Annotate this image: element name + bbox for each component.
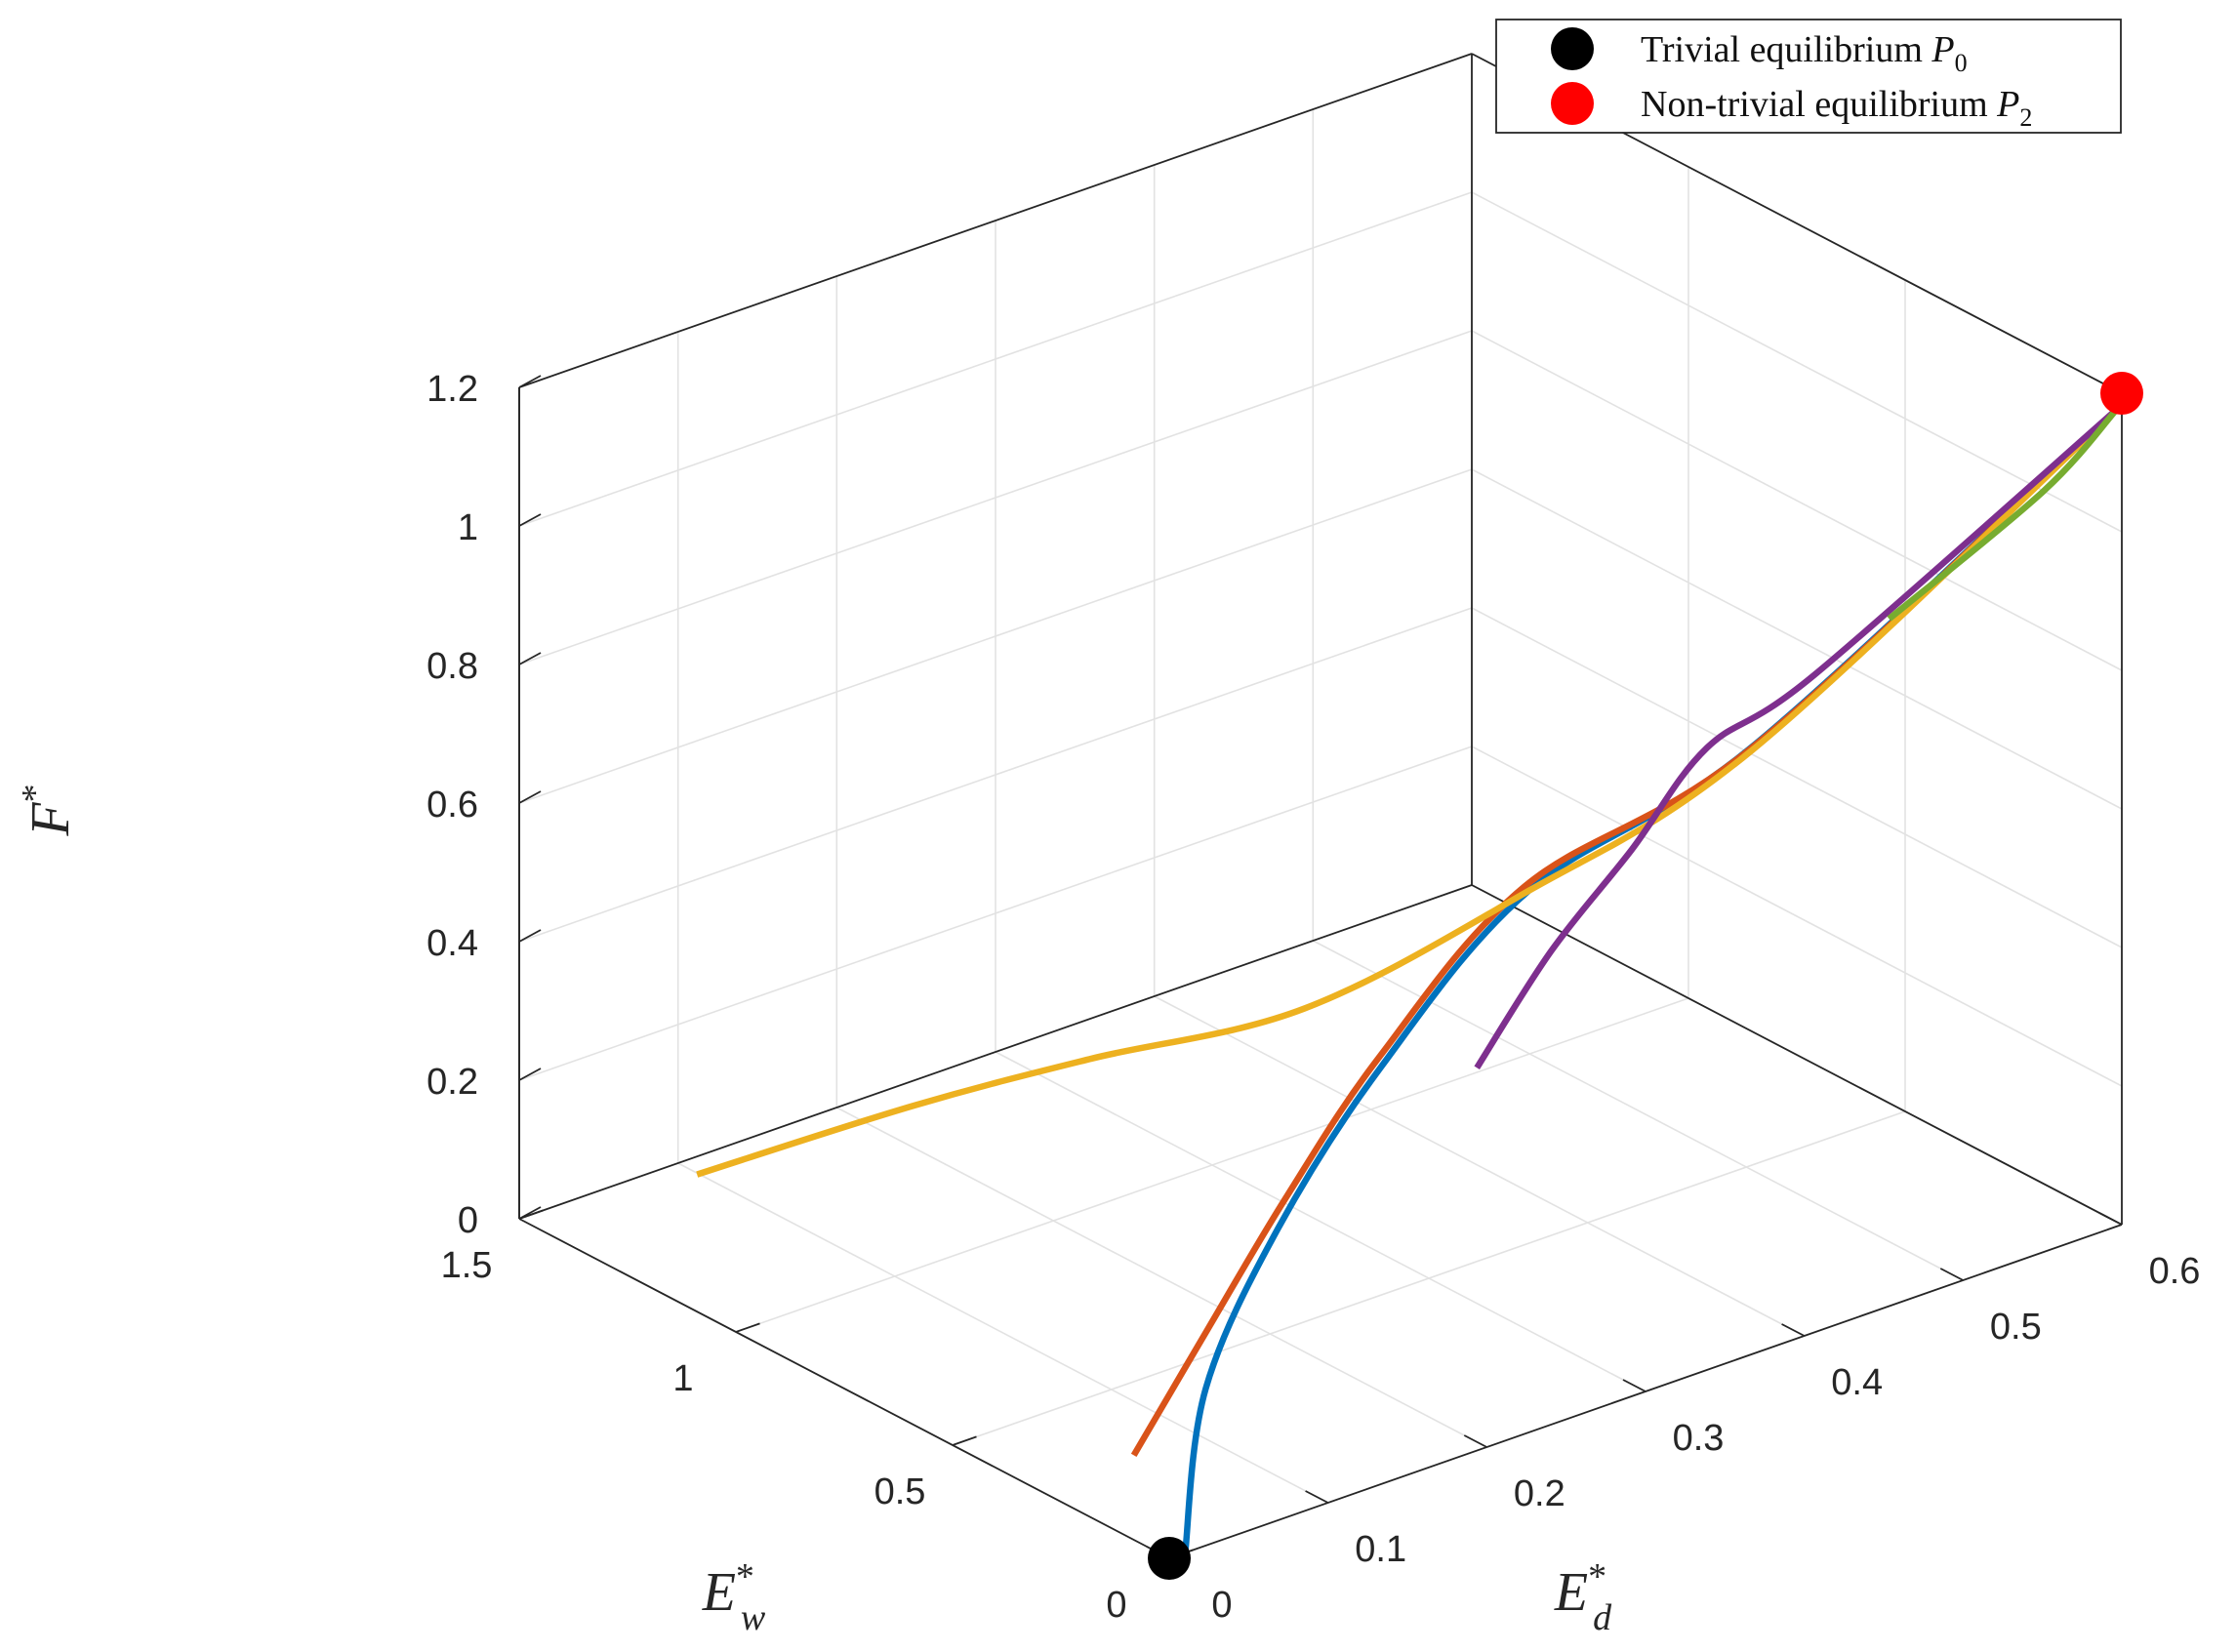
box-edge	[1471, 884, 2123, 1226]
wall-gridline	[518, 745, 1473, 1081]
y-tick	[1781, 1323, 1806, 1337]
wall-gridline	[1471, 330, 2123, 671]
y-axis-label: E* d	[1554, 1556, 1612, 1638]
y-tick	[1622, 1379, 1647, 1392]
floor-gridline	[1154, 995, 1806, 1337]
y-tick	[1463, 1434, 1487, 1448]
trajectory-series-1	[1182, 407, 2119, 1553]
z-tick	[518, 513, 542, 527]
z-axis-label: F*	[15, 784, 81, 836]
z-tick-label: 0.4	[427, 923, 478, 964]
z-tick-label: 0.2	[427, 1062, 478, 1103]
box-edge	[518, 884, 1473, 1220]
y-tick-label: 0.6	[2149, 1251, 2201, 1292]
z-tick-label: 0.6	[427, 785, 478, 826]
z-tick-label: 1.2	[427, 369, 478, 410]
z-tick	[518, 929, 542, 943]
trajectory-series-4	[1474, 407, 2119, 1070]
x-axis-label: E* w	[702, 1556, 766, 1638]
wall-gridline	[1471, 607, 2123, 948]
floor-gridline	[677, 1162, 1329, 1504]
wall-gridline	[518, 330, 1473, 665]
y-tick-label: 0.4	[1831, 1362, 1883, 1403]
trajectory-series-2	[1130, 407, 2119, 1458]
legend-box	[1495, 19, 2122, 134]
equilibrium-marker-p2	[2100, 372, 2143, 415]
z-tick-label: 1	[458, 507, 478, 548]
y-tick	[1305, 1490, 1329, 1504]
y-tick-label: 0.3	[1673, 1418, 1725, 1459]
z-tick	[518, 652, 542, 665]
wall-gridline	[1471, 468, 2123, 810]
floor-gridline	[835, 1107, 1487, 1448]
wall-gridline	[518, 468, 1473, 804]
box-edge	[518, 1218, 1170, 1559]
trajectory-series-5	[1887, 407, 2119, 622]
z-tick	[518, 1068, 542, 1081]
x-tick-label: 0	[1106, 1585, 1126, 1626]
y-tick-label: 0	[1211, 1585, 1232, 1626]
x-tick-label: 1	[672, 1358, 693, 1399]
wall-gridline	[518, 191, 1473, 527]
y-tick	[2098, 1212, 2123, 1226]
z-tick-label: 0.8	[427, 646, 478, 687]
z-tick	[518, 1206, 542, 1220]
legend-entry-label: Non-trivial equilibrium P2	[1641, 84, 2032, 132]
x-tick-label: 0.5	[874, 1471, 926, 1512]
floor-gridline	[995, 1051, 1647, 1392]
z-tick	[518, 790, 542, 804]
equilibrium-marker-p0	[1148, 1537, 1191, 1580]
floor-gridline	[1312, 940, 1964, 1281]
x-tick	[952, 1435, 977, 1446]
wall-gridline	[1471, 745, 2123, 1087]
y-tick-label: 0.5	[1990, 1307, 2042, 1348]
y-tick-label: 0.1	[1355, 1529, 1406, 1570]
y-tick	[1939, 1268, 1964, 1281]
legend-entry-label: Trivial equilibrium P0	[1641, 29, 1968, 77]
wall-gridline	[518, 607, 1473, 943]
legend-marker	[1551, 82, 1594, 125]
x-tick	[735, 1322, 760, 1333]
wall-gridline	[1471, 191, 2123, 533]
trajectory-series-3	[696, 407, 2119, 1178]
z-tick	[518, 375, 542, 388]
z-tick-label: 0	[458, 1200, 478, 1241]
legend-marker	[1551, 27, 1594, 70]
box-edge	[518, 53, 1473, 388]
y-tick-label: 0.2	[1514, 1473, 1565, 1514]
x-tick-label: 1.5	[441, 1245, 493, 1286]
